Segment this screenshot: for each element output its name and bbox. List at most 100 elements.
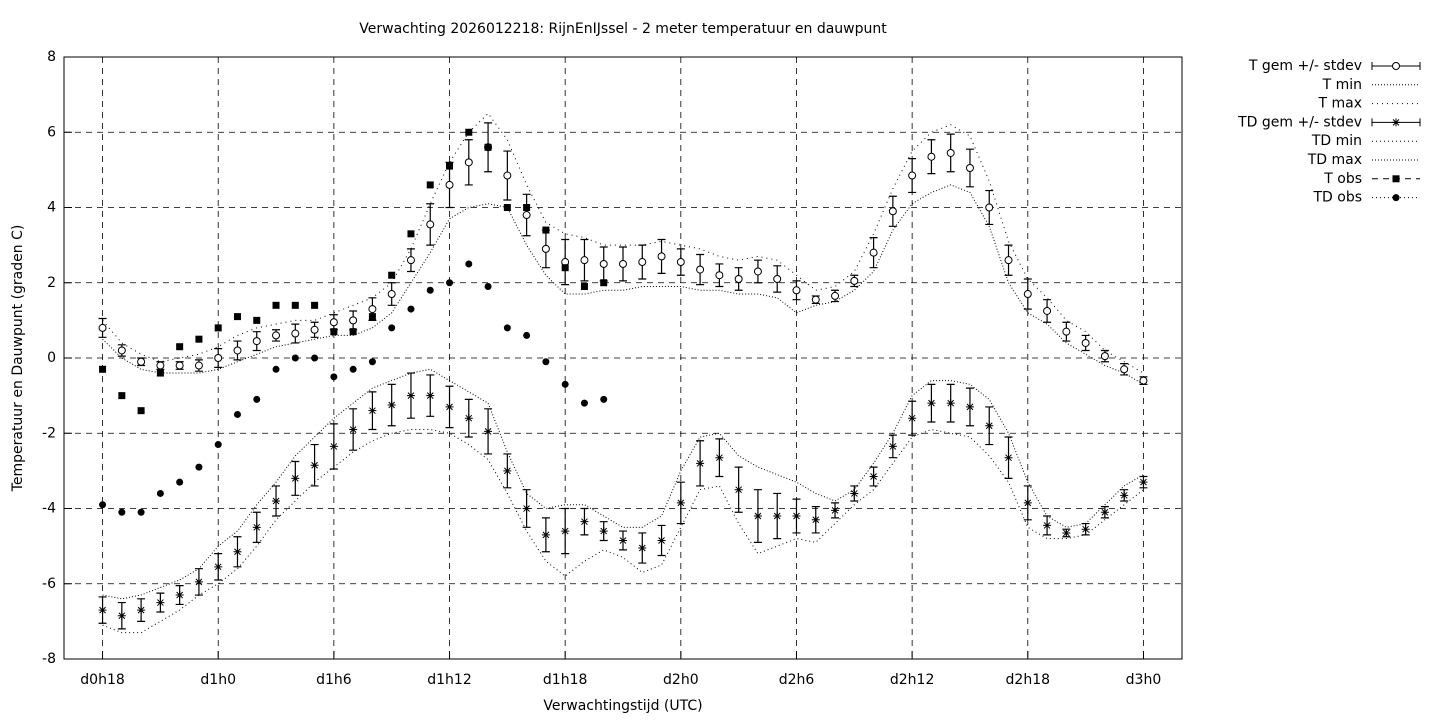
marker <box>426 286 434 294</box>
marker <box>1023 498 1032 507</box>
marker <box>484 143 492 151</box>
marker <box>484 427 493 436</box>
marker <box>272 496 281 505</box>
x-tick-label: d3h0 <box>1126 672 1162 688</box>
marker <box>484 283 492 291</box>
marker <box>426 391 435 400</box>
x-tick-label: d2h18 <box>1006 672 1050 688</box>
marker <box>599 259 608 268</box>
marker <box>387 401 396 410</box>
marker <box>869 248 878 257</box>
marker <box>1100 352 1109 361</box>
marker <box>311 354 319 362</box>
marker <box>965 402 974 411</box>
marker <box>580 517 589 526</box>
marker <box>272 331 281 340</box>
y-tick-label: 2 <box>47 275 56 291</box>
marker <box>99 501 107 509</box>
marker <box>330 373 338 381</box>
marker <box>850 276 859 285</box>
marker <box>792 286 801 295</box>
marker <box>580 399 588 407</box>
marker <box>792 512 801 521</box>
legend-label: TD min <box>1311 133 1362 149</box>
marker <box>523 204 531 211</box>
marker <box>1120 491 1129 500</box>
marker <box>850 489 859 498</box>
marker <box>426 181 434 189</box>
marker <box>599 527 608 536</box>
marker <box>118 392 126 400</box>
marker <box>98 323 107 332</box>
marker <box>176 478 184 486</box>
marker <box>985 421 994 430</box>
marker <box>908 171 917 180</box>
marker <box>503 324 511 332</box>
marker <box>1004 453 1013 462</box>
marker <box>253 395 261 403</box>
marker <box>253 316 261 324</box>
marker <box>329 318 338 327</box>
y-tick-label: -6 <box>42 576 56 592</box>
marker <box>1392 118 1400 127</box>
marker <box>638 544 647 553</box>
marker <box>927 399 936 408</box>
marker <box>214 441 222 449</box>
marker <box>542 358 550 366</box>
marker <box>311 301 319 309</box>
x-tick-label: d2h0 <box>663 672 699 688</box>
x-tick-label: d1h12 <box>427 672 471 688</box>
marker <box>387 290 396 299</box>
marker <box>619 536 627 545</box>
marker <box>349 328 357 336</box>
marker <box>349 316 358 325</box>
marker <box>1139 478 1148 487</box>
marker <box>522 211 531 220</box>
marker <box>445 402 454 411</box>
marker <box>888 442 897 451</box>
marker <box>523 331 531 339</box>
y-axis-label: Temperatuur en Dauwpunt (graden C) <box>10 225 26 493</box>
marker <box>156 369 164 377</box>
marker <box>1023 290 1032 299</box>
marker <box>1139 376 1148 385</box>
marker <box>1043 521 1052 530</box>
marker <box>446 279 454 287</box>
marker <box>195 335 203 343</box>
x-axis-label: Verwachtingstijd (UTC) <box>543 698 702 714</box>
marker <box>946 148 955 157</box>
marker <box>406 256 415 265</box>
marker <box>580 256 589 265</box>
marker <box>329 442 338 451</box>
marker <box>426 220 435 229</box>
marker <box>407 230 415 238</box>
marker <box>503 204 511 211</box>
x-tick-label: d2h12 <box>890 672 934 688</box>
marker <box>561 380 569 388</box>
marker <box>137 508 145 516</box>
marker <box>600 279 608 287</box>
marker <box>811 515 820 524</box>
marker <box>194 361 203 370</box>
marker <box>156 489 164 497</box>
x-tick-label: d2h6 <box>779 672 815 688</box>
marker <box>98 606 107 615</box>
marker <box>117 611 126 620</box>
marker <box>715 271 724 280</box>
marker <box>272 301 280 309</box>
marker <box>638 258 647 267</box>
marker <box>1392 194 1400 202</box>
y-tick-label: -2 <box>42 425 56 441</box>
marker <box>561 527 570 536</box>
marker <box>1062 327 1071 336</box>
chart-title: Verwachting 2026012218: RijnEnIJssel - 2… <box>359 21 887 37</box>
marker <box>233 313 241 321</box>
marker <box>291 329 300 338</box>
marker <box>137 357 146 366</box>
marker <box>252 337 261 346</box>
y-tick-label: 4 <box>47 200 56 216</box>
marker <box>117 346 126 355</box>
marker <box>465 260 473 268</box>
